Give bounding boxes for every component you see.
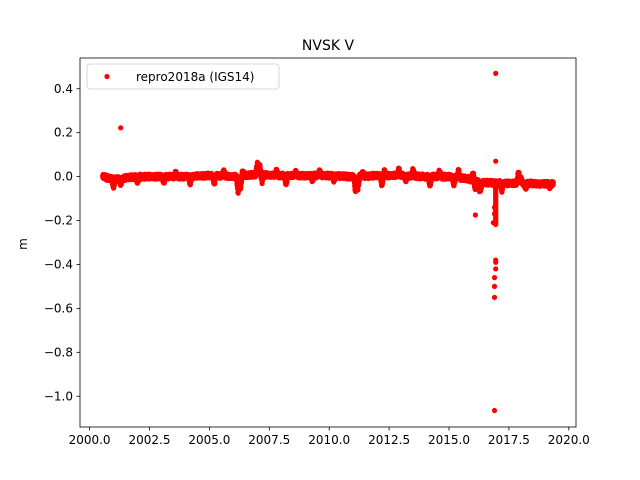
plot-area: [100, 70, 556, 414]
chart-title: NVSK V: [302, 38, 355, 54]
